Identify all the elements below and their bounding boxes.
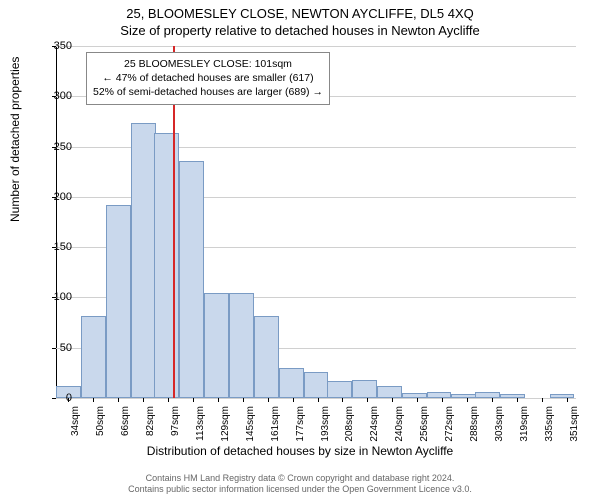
x-tick-label: 303sqm — [494, 406, 505, 446]
footer-line2: Contains public sector information licen… — [0, 484, 600, 496]
histogram-bar — [352, 380, 377, 398]
x-tick-label: 288sqm — [469, 406, 480, 446]
y-tick — [52, 247, 56, 248]
histogram-bar — [500, 394, 525, 398]
y-tick — [52, 96, 56, 97]
annotation-line3: 52% of semi-detached houses are larger (… — [93, 85, 323, 99]
x-tick — [118, 398, 119, 402]
x-tick — [143, 398, 144, 402]
y-tick-label: 50 — [60, 342, 72, 354]
histogram-bar — [279, 368, 304, 398]
histogram-bar — [327, 381, 352, 398]
x-tick — [367, 398, 368, 402]
x-axis-label: Distribution of detached houses by size … — [0, 444, 600, 458]
x-tick — [243, 398, 244, 402]
y-tick-label: 350 — [54, 40, 72, 52]
chart-title-address: 25, BLOOMESLEY CLOSE, NEWTON AYCLIFFE, D… — [0, 0, 600, 21]
y-tick — [52, 46, 56, 47]
y-tick-label: 300 — [54, 90, 72, 102]
gridline — [56, 398, 576, 399]
x-tick-label: 319sqm — [519, 406, 530, 446]
x-tick-label: 335sqm — [544, 406, 555, 446]
x-tick-label: 113sqm — [195, 406, 206, 446]
x-tick — [293, 398, 294, 402]
histogram-bar — [402, 393, 427, 398]
x-tick — [492, 398, 493, 402]
y-tick — [52, 147, 56, 148]
x-tick — [68, 398, 69, 402]
x-tick-label: 97sqm — [170, 406, 181, 446]
histogram-bar — [204, 293, 229, 398]
histogram-bar — [81, 316, 106, 398]
x-tick-label: 208sqm — [344, 406, 355, 446]
x-tick-label: 66sqm — [120, 406, 131, 446]
x-tick-label: 161sqm — [270, 406, 281, 446]
histogram-bar — [475, 392, 500, 398]
y-tick — [52, 197, 56, 198]
x-tick-label: 351sqm — [569, 406, 580, 446]
histogram-bar — [106, 205, 131, 398]
x-tick-label: 82sqm — [145, 406, 156, 446]
histogram-bar — [179, 161, 204, 398]
x-tick — [218, 398, 219, 402]
y-tick — [52, 348, 56, 349]
histogram-bar — [451, 394, 476, 398]
y-tick-label: 250 — [54, 141, 72, 153]
chart-footer: Contains HM Land Registry data © Crown c… — [0, 473, 600, 496]
histogram-bar — [254, 316, 279, 398]
x-tick — [342, 398, 343, 402]
x-tick-label: 256sqm — [419, 406, 430, 446]
x-tick-label: 50sqm — [95, 406, 106, 446]
x-tick — [567, 398, 568, 402]
x-tick-label: 129sqm — [220, 406, 231, 446]
y-tick-label: 200 — [54, 191, 72, 203]
histogram-bar — [377, 386, 402, 398]
x-tick-label: 240sqm — [394, 406, 405, 446]
x-tick — [193, 398, 194, 402]
x-tick-label: 145sqm — [245, 406, 256, 446]
y-tick — [52, 297, 56, 298]
annotation-line2: ← 47% of detached houses are smaller (61… — [93, 71, 323, 85]
x-tick-label: 34sqm — [70, 406, 81, 446]
x-tick — [467, 398, 468, 402]
annotation-line1: 25 BLOOMESLEY CLOSE: 101sqm — [93, 57, 323, 71]
x-tick-label: 177sqm — [295, 406, 306, 446]
x-tick — [168, 398, 169, 402]
x-tick — [517, 398, 518, 402]
histogram-bar — [229, 293, 254, 398]
histogram-bar — [131, 123, 156, 398]
histogram-bar — [550, 394, 575, 398]
plot-area: 25 BLOOMESLEY CLOSE: 101sqm← 47% of deta… — [56, 46, 576, 398]
x-tick-label: 224sqm — [369, 406, 380, 446]
gridline — [56, 46, 576, 47]
x-tick — [318, 398, 319, 402]
x-tick — [442, 398, 443, 402]
y-axis-label: Number of detached properties — [8, 57, 22, 222]
histogram-bar — [427, 392, 452, 398]
x-tick — [417, 398, 418, 402]
x-tick-label: 272sqm — [444, 406, 455, 446]
x-tick — [268, 398, 269, 402]
x-tick — [93, 398, 94, 402]
x-tick — [392, 398, 393, 402]
annotation-box: 25 BLOOMESLEY CLOSE: 101sqm← 47% of deta… — [86, 52, 330, 105]
x-tick-label: 193sqm — [320, 406, 331, 446]
footer-line1: Contains HM Land Registry data © Crown c… — [0, 473, 600, 485]
histogram-bar — [154, 133, 179, 399]
y-tick — [52, 398, 56, 399]
x-tick — [542, 398, 543, 402]
histogram-bar — [304, 372, 329, 398]
y-tick-label: 150 — [54, 241, 72, 253]
chart-subtitle: Size of property relative to detached ho… — [0, 21, 600, 38]
y-tick-label: 100 — [54, 291, 72, 303]
